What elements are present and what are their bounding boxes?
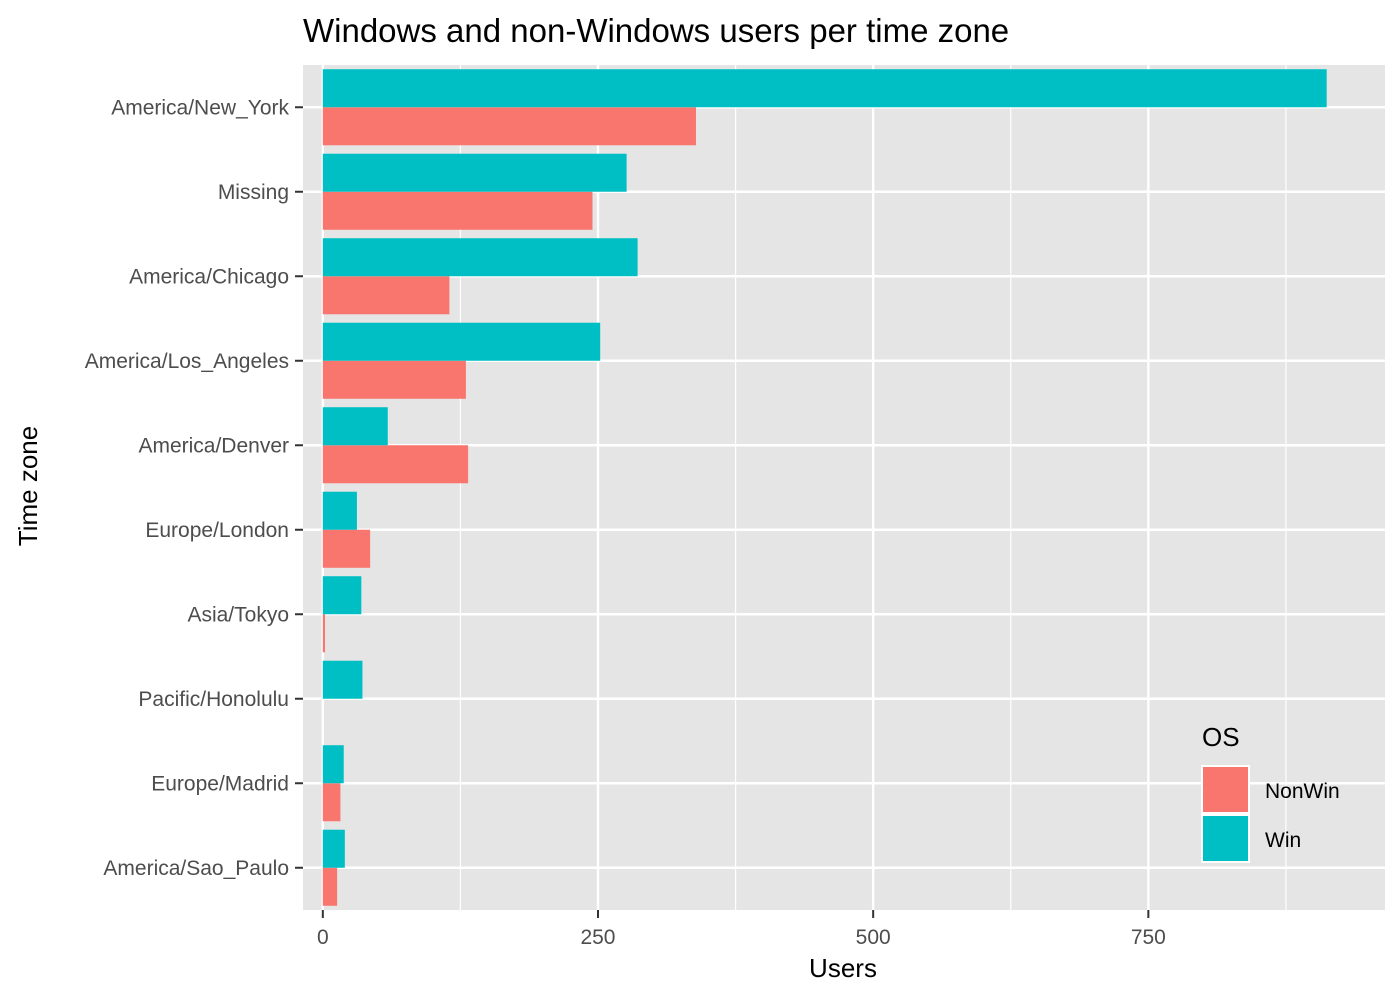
y-tick-label: Pacific/Honolulu [138, 688, 289, 711]
bar-win-america-new-york [322, 69, 1327, 108]
bar-win-missing [322, 153, 627, 192]
bar-win-pacific-honolulu [322, 660, 363, 699]
y-tick-label: Missing [218, 181, 289, 204]
bar-nonwin-asia-tokyo [322, 614, 326, 653]
legend-key-win [1201, 814, 1250, 863]
bar-nonwin-america-chicago [322, 276, 450, 315]
y-tick-label: America/Los_Angeles [85, 350, 289, 373]
chart-title: Windows and non-Windows users per time z… [303, 12, 1009, 49]
y-axis: America/New_York Missing America/Chicago Am… [85, 96, 303, 880]
bar-nonwin-missing [322, 191, 593, 230]
bar-nonwin-europe-london [322, 529, 371, 568]
bar-win-america-denver [322, 407, 388, 446]
bar-win-europe-madrid [322, 745, 344, 784]
y-tick-label: America/Denver [138, 434, 289, 457]
legend-label-nonwin: NonWin [1265, 780, 1340, 803]
bar-nonwin-america-sao-paulo [322, 867, 338, 906]
bar-nonwin-europe-madrid [322, 783, 341, 822]
bar-win-asia-tokyo [322, 576, 362, 615]
x-tick-label: 750 [1131, 926, 1166, 949]
y-tick-label: Europe/Madrid [151, 772, 289, 795]
legend: OS NonWin Win [1201, 722, 1340, 863]
x-axis-title: Users [809, 953, 877, 983]
y-axis-title: Time zone [13, 426, 43, 546]
bar-win-europe-london [322, 491, 357, 530]
bar-win-america-sao-paulo [322, 829, 345, 868]
y-tick-label: America/Chicago [129, 265, 289, 288]
bar-nonwin-america-los-angeles [322, 360, 466, 399]
y-tick-label: America/Sao_Paulo [103, 857, 289, 880]
bar-win-america-los-angeles [322, 322, 601, 361]
y-tick-label: Asia/Tokyo [187, 603, 289, 626]
legend-key-nonwin [1201, 765, 1250, 814]
y-tick-label: America/New_York [111, 96, 289, 119]
bar-nonwin-america-new-york [322, 107, 696, 146]
x-tick-label: 500 [856, 926, 891, 949]
legend-label-win: Win [1265, 829, 1301, 852]
y-tick-label: Europe/London [145, 519, 289, 542]
x-tick-label: 250 [580, 926, 615, 949]
x-axis: 0 250 500 750 [317, 910, 1166, 949]
legend-title: OS [1202, 722, 1240, 752]
bars [322, 69, 1327, 906]
bar-win-america-chicago [322, 238, 638, 277]
bar-nonwin-america-denver [322, 445, 469, 484]
x-tick-label: 0 [317, 926, 329, 949]
